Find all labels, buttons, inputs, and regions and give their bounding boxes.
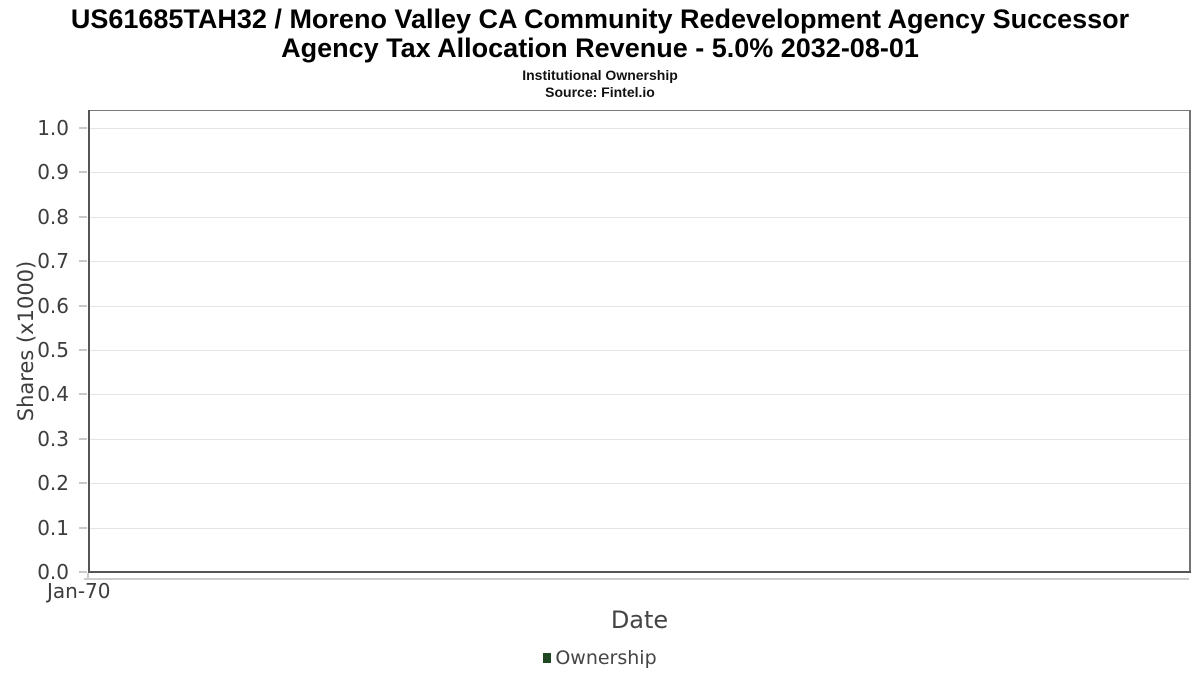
x-tick-label: Jan-70 (47, 579, 111, 603)
plot-border-top (88, 110, 1191, 111)
gridline (90, 350, 1189, 351)
y-axis-tick-labels: 0.0 0.1 0.2 0.3 0.4 0.5 0.6 0.7 0.8 0.9 1.0 (0, 110, 77, 583)
gridline (90, 483, 1189, 485)
plot-shadow (84, 578, 1189, 580)
y-tick-label: 0.4 (37, 382, 69, 407)
y-tick-label: 0.3 (37, 426, 69, 451)
y-tick-mark (79, 215, 87, 218)
y-axis-title: Shares (x1000) (14, 260, 38, 422)
x-axis-line (88, 571, 1191, 573)
chart-title-line-1: US61685TAH32 / Moreno Valley CA Communit… (70, 4, 1130, 34)
legend-label: Ownership (555, 647, 657, 669)
y-tick-mark (79, 171, 87, 174)
gridline (90, 261, 1189, 263)
gridline (90, 172, 1189, 174)
y-tick-mark (79, 393, 87, 396)
y-tick-mark (79, 304, 87, 307)
y-tick-mark (79, 526, 87, 529)
gridline (90, 128, 1189, 129)
gridline (90, 216, 1189, 218)
x-tick-mark (87, 573, 89, 580)
gridline (90, 438, 1189, 440)
y-tick-label: 0.0 (37, 560, 69, 584)
chart-subtitle: Institutional Ownership (522, 67, 678, 83)
y-tick-label: 1.0 (37, 116, 69, 140)
gridline (90, 527, 1189, 529)
y-tick-mark (79, 482, 87, 485)
gridline (90, 305, 1189, 307)
y-tick-label: 0.1 (37, 515, 69, 540)
gridline (90, 394, 1189, 396)
x-axis-title: Date (610, 606, 669, 634)
y-tick-label: 0.9 (37, 160, 69, 185)
y-tick-mark (79, 127, 87, 129)
chart-title: US61685TAH32 / Moreno Valley CA Communit… (0, 5, 1200, 63)
y-axis-line (88, 110, 90, 573)
y-tick-label: 0.7 (37, 249, 69, 274)
plot-border-right (1189, 110, 1191, 573)
legend: Ownership (0, 647, 1200, 669)
y-tick-label: 0.2 (37, 471, 69, 496)
plot-area (79, 110, 1191, 580)
y-tick-mark (79, 260, 87, 263)
legend-swatch-icon (543, 653, 552, 663)
y-tick-label: 0.8 (37, 204, 69, 229)
y-tick-mark (79, 437, 87, 440)
y-tick-label: 0.6 (37, 293, 69, 318)
y-tick-mark (79, 571, 87, 573)
chart-title-line-2: Agency Tax Allocation Revenue - 5.0% 203… (281, 33, 919, 63)
y-tick-mark (79, 349, 87, 351)
chart-source-credit: Source: Fintel.io (545, 84, 655, 100)
y-tick-label: 0.5 (37, 338, 69, 362)
